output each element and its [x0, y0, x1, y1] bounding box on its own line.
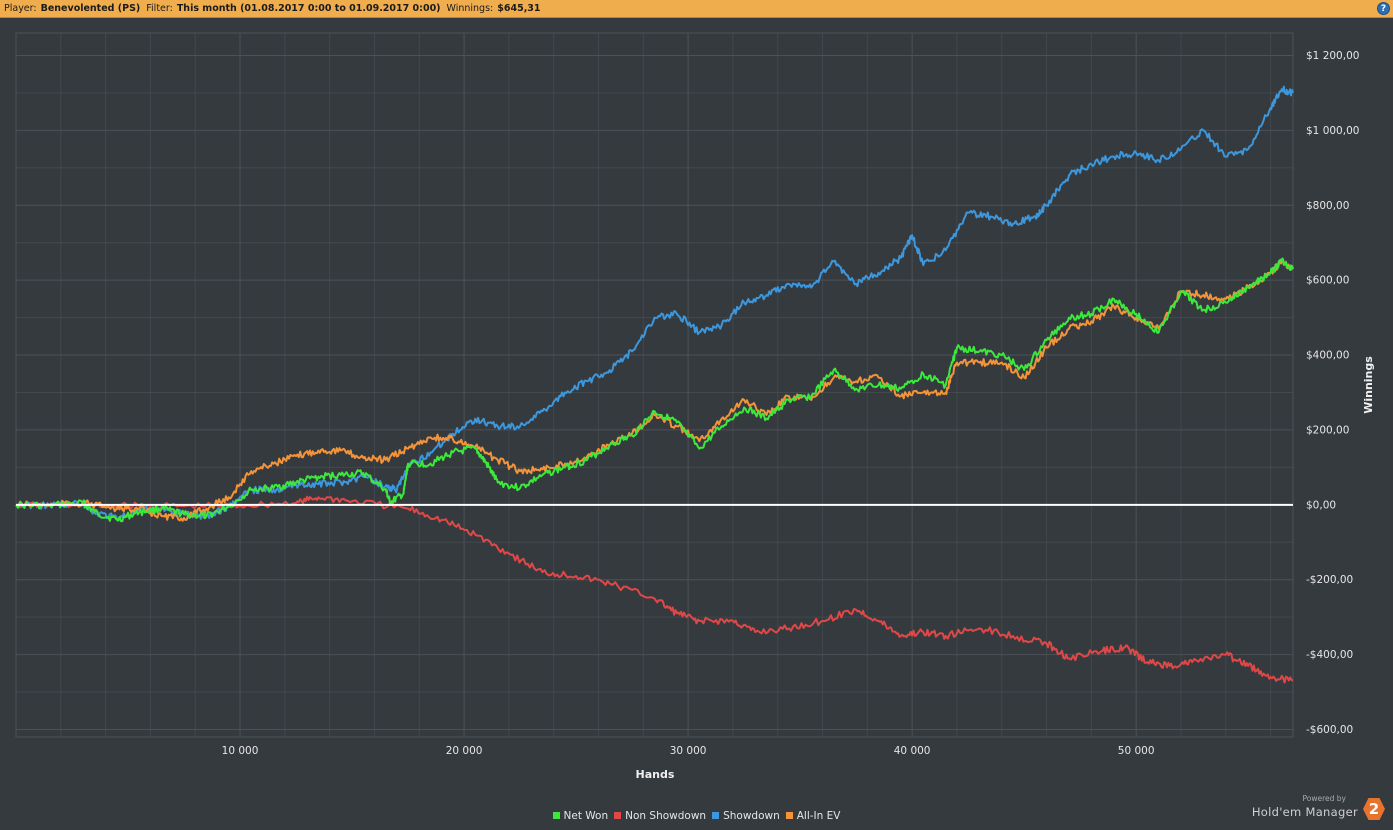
x-tick-label: 20 000 [446, 745, 483, 757]
series-line-showdown [15, 85, 1294, 522]
filter-value: This month (01.08.2017 0:00 to 01.09.201… [176, 3, 441, 14]
series-line-non-showdown [15, 495, 1294, 684]
y-tick-label: -$200,00 [1306, 574, 1353, 586]
series-line-net-won [15, 257, 1294, 523]
player-value: Benevolented (PS) [40, 3, 141, 14]
x-tick-label: 30 000 [670, 745, 707, 757]
legend-swatch [712, 812, 720, 819]
winnings-label: Winnings: [446, 3, 494, 14]
branding: Powered by Hold'em Manager 2 [1245, 794, 1385, 824]
y-axis-label: Winnings [1362, 356, 1375, 414]
x-tick-label: 50 000 [1118, 745, 1155, 757]
legend-swatch [552, 812, 560, 819]
series-line-all-in-ev [15, 258, 1294, 522]
legend-item[interactable]: Net Won [552, 810, 609, 822]
legend-item[interactable]: Showdown [712, 810, 780, 822]
x-tick-label: 40 000 [894, 745, 931, 757]
help-icon[interactable]: ? [1377, 2, 1390, 15]
winnings-value: $645,31 [497, 3, 541, 14]
x-axis-label: Hands [636, 768, 675, 781]
hem-logo-icon: 2 [1363, 798, 1385, 820]
y-tick-label: $800,00 [1306, 200, 1349, 212]
legend-item[interactable]: Non Showdown [614, 810, 706, 822]
y-tick-label: -$600,00 [1306, 724, 1353, 736]
y-tick-label: $1 200,00 [1306, 50, 1359, 62]
y-tick-label: $0,00 [1306, 499, 1336, 511]
legend-label: Showdown [723, 810, 780, 822]
legend-swatch [614, 812, 622, 819]
legend-label: All-In EV [796, 810, 841, 822]
powered-by-text: Powered by [1302, 794, 1346, 803]
player-label: Player: [4, 3, 37, 14]
filter-label: Filter: [146, 3, 173, 14]
x-tick-label: 10 000 [222, 745, 259, 757]
legend-swatch [785, 812, 793, 819]
legend-item[interactable]: All-In EV [785, 810, 841, 822]
legend-label: Non Showdown [625, 810, 707, 822]
y-tick-label: $200,00 [1306, 424, 1349, 436]
legend-label: Net Won [563, 810, 609, 822]
brand-name: Hold'em Manager [1251, 805, 1358, 819]
info-bar: Player: Benevolented (PS) Filter: This m… [0, 0, 1393, 18]
y-tick-label: $600,00 [1306, 275, 1349, 287]
plot-area [15, 32, 1294, 738]
y-tick-label: $1 000,00 [1306, 125, 1359, 137]
y-tick-label: -$400,00 [1306, 649, 1353, 661]
legend: Net Won Non Showdown Showdown All-In EV [0, 810, 1393, 822]
y-tick-label: $400,00 [1306, 350, 1349, 362]
winnings-chart: $1 200,00 $1 000,00 $800,00 $600,00 $400,00 $… [15, 32, 1375, 781]
